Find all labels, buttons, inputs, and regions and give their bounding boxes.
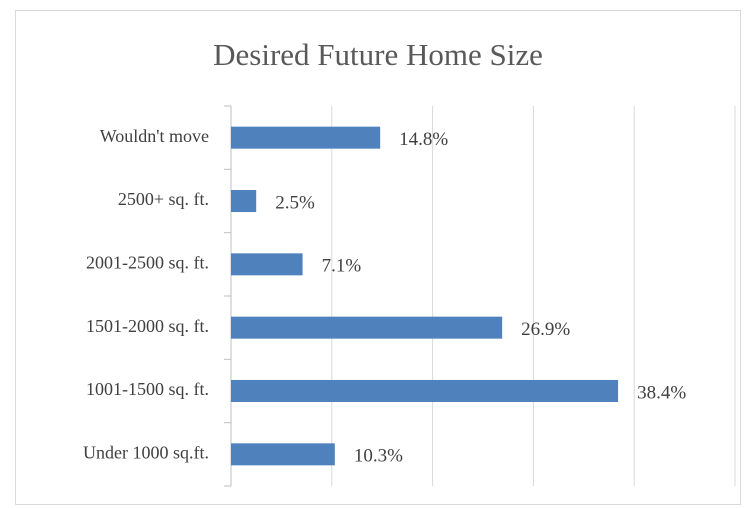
data-label: 26.9% xyxy=(521,319,570,340)
bar xyxy=(231,380,619,402)
y-tick-label: 1501-2000 sq. ft. xyxy=(86,316,209,336)
bar xyxy=(231,443,335,466)
bar xyxy=(231,253,303,276)
y-tick-label: 2001-2500 sq. ft. xyxy=(86,252,209,272)
y-tick-label: 2500+ sq. ft. xyxy=(118,189,209,209)
data-label: 10.3% xyxy=(354,446,403,467)
bar xyxy=(231,126,381,149)
data-label: 14.8% xyxy=(399,129,448,150)
bar xyxy=(231,316,503,339)
data-label: 38.4% xyxy=(637,382,686,403)
chart-frame xyxy=(15,10,741,505)
chart-title: Desired Future Home Size xyxy=(213,37,543,72)
y-tick-label: Under 1000 sq.ft. xyxy=(83,442,209,462)
data-label: 2.5% xyxy=(275,192,315,213)
y-tick-label: Wouldn't move xyxy=(100,126,209,146)
bar xyxy=(231,190,257,212)
data-label: 7.1% xyxy=(322,256,362,277)
y-tick-label: 1001-1500 sq. ft. xyxy=(86,379,209,399)
